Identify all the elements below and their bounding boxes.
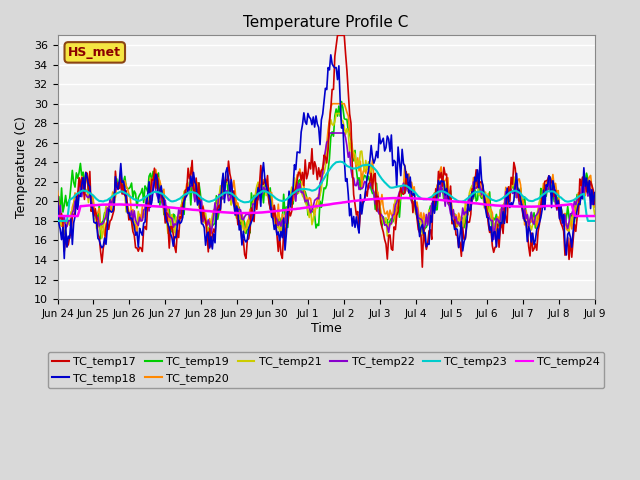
TC_temp19 [268,204,275,210]
TC_temp24 [266,209,274,215]
TC_temp23 [443,190,451,196]
TC_temp22 [393,199,401,205]
TC_temp17 [419,264,426,270]
TC_temp21 [268,205,275,211]
TC_temp24 [228,210,236,216]
Line: TC_temp19: TC_temp19 [58,102,595,239]
TC_temp18 [60,256,68,262]
TC_temp22 [591,201,598,207]
TC_temp22 [266,206,274,212]
TC_temp20 [591,204,598,210]
TC_temp22 [228,197,236,203]
TC_temp21 [332,110,340,116]
TC_temp20 [54,188,61,194]
TC_temp19 [230,199,237,204]
Line: TC_temp17: TC_temp17 [58,36,595,267]
TC_temp22 [326,130,333,136]
Line: TC_temp23: TC_temp23 [58,162,595,221]
TC_temp18 [444,193,452,199]
TC_temp18 [327,52,335,58]
TC_temp22 [445,203,453,209]
TC_temp18 [54,194,61,200]
TC_temp24 [443,198,451,204]
Text: HS_met: HS_met [68,46,121,59]
TC_temp17 [333,33,341,38]
TC_temp17 [444,194,452,200]
TC_temp22 [54,205,61,211]
TC_temp24 [392,195,399,201]
X-axis label: Time: Time [310,322,342,335]
TC_temp18 [120,178,127,184]
TC_temp20 [394,195,402,201]
TC_temp20 [230,178,237,183]
TC_temp22 [118,190,126,196]
TC_temp23 [266,191,274,197]
TC_temp18 [591,190,598,195]
TC_temp18 [230,200,237,206]
TC_temp20 [118,192,126,197]
TC_temp18 [394,144,402,150]
TC_temp19 [338,99,346,105]
TC_temp19 [394,201,402,207]
Line: TC_temp21: TC_temp21 [58,113,595,238]
TC_temp20 [172,236,180,241]
TC_temp24 [54,213,61,219]
TC_temp21 [120,186,127,192]
TC_temp19 [54,194,61,200]
TC_temp17 [54,193,61,199]
TC_temp23 [118,189,126,194]
TC_temp24 [445,198,453,204]
TC_temp22 [490,237,497,242]
TC_temp17 [591,201,598,206]
TC_temp20 [268,190,275,195]
TC_temp24 [591,213,598,219]
TC_temp17 [266,206,274,212]
TC_temp23 [591,218,598,224]
TC_temp21 [230,202,237,208]
TC_temp19 [97,236,104,242]
Line: TC_temp22: TC_temp22 [58,133,595,240]
TC_temp21 [591,211,598,217]
TC_temp23 [337,159,344,165]
Line: TC_temp20: TC_temp20 [58,104,595,239]
TC_temp21 [394,199,402,204]
TC_temp20 [328,101,336,107]
TC_temp19 [444,186,452,192]
TC_temp21 [447,192,454,197]
TC_temp23 [228,191,236,197]
TC_temp17 [228,193,236,199]
TC_temp21 [98,235,106,241]
TC_temp19 [447,188,454,193]
TC_temp22 [443,188,451,193]
TC_temp20 [444,175,452,181]
Y-axis label: Temperature (C): Temperature (C) [15,116,28,218]
TC_temp19 [120,179,127,185]
TC_temp17 [447,183,454,189]
TC_temp21 [54,209,61,215]
TC_temp21 [444,192,452,198]
TC_temp23 [54,218,61,224]
TC_temp18 [268,214,275,220]
TC_temp24 [403,195,410,201]
TC_temp23 [393,184,401,190]
TC_temp17 [118,190,126,196]
Legend: TC_temp17, TC_temp18, TC_temp19, TC_temp20, TC_temp21, TC_temp22, TC_temp23, TC_: TC_temp17, TC_temp18, TC_temp19, TC_temp… [48,352,604,388]
Line: TC_temp24: TC_temp24 [58,198,595,216]
TC_temp23 [445,192,453,198]
TC_temp19 [591,198,598,204]
TC_temp18 [447,200,454,205]
TC_temp24 [118,202,126,207]
TC_temp17 [393,213,401,218]
Title: Temperature Profile C: Temperature Profile C [243,15,409,30]
Line: TC_temp18: TC_temp18 [58,55,595,259]
TC_temp20 [447,199,454,205]
